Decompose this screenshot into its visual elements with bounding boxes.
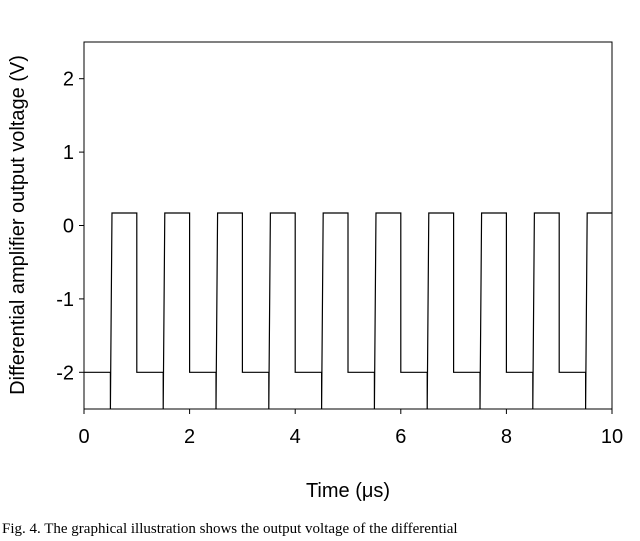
y-axis-label: Differential amplifier output voltage (V…	[7, 55, 29, 395]
y-tick-label: -2	[56, 362, 74, 384]
x-tick-label: 6	[395, 426, 406, 448]
x-axis-label: Time (μs)	[306, 480, 390, 502]
y-tick-label: 2	[63, 69, 74, 91]
x-tick-label: 0	[78, 426, 89, 448]
caption: Fig. 4. The graphical illustration shows…	[2, 521, 458, 537]
signal-line	[84, 212, 612, 410]
x-tick-label: 10	[601, 426, 623, 448]
x-tick-label: 8	[501, 426, 512, 448]
y-tick-label: 1	[63, 142, 74, 164]
x-tick-label: 4	[290, 426, 301, 448]
y-tick-label: 0	[63, 216, 74, 238]
y-tick-label: -1	[56, 289, 74, 311]
x-tick-label: 2	[184, 426, 195, 448]
